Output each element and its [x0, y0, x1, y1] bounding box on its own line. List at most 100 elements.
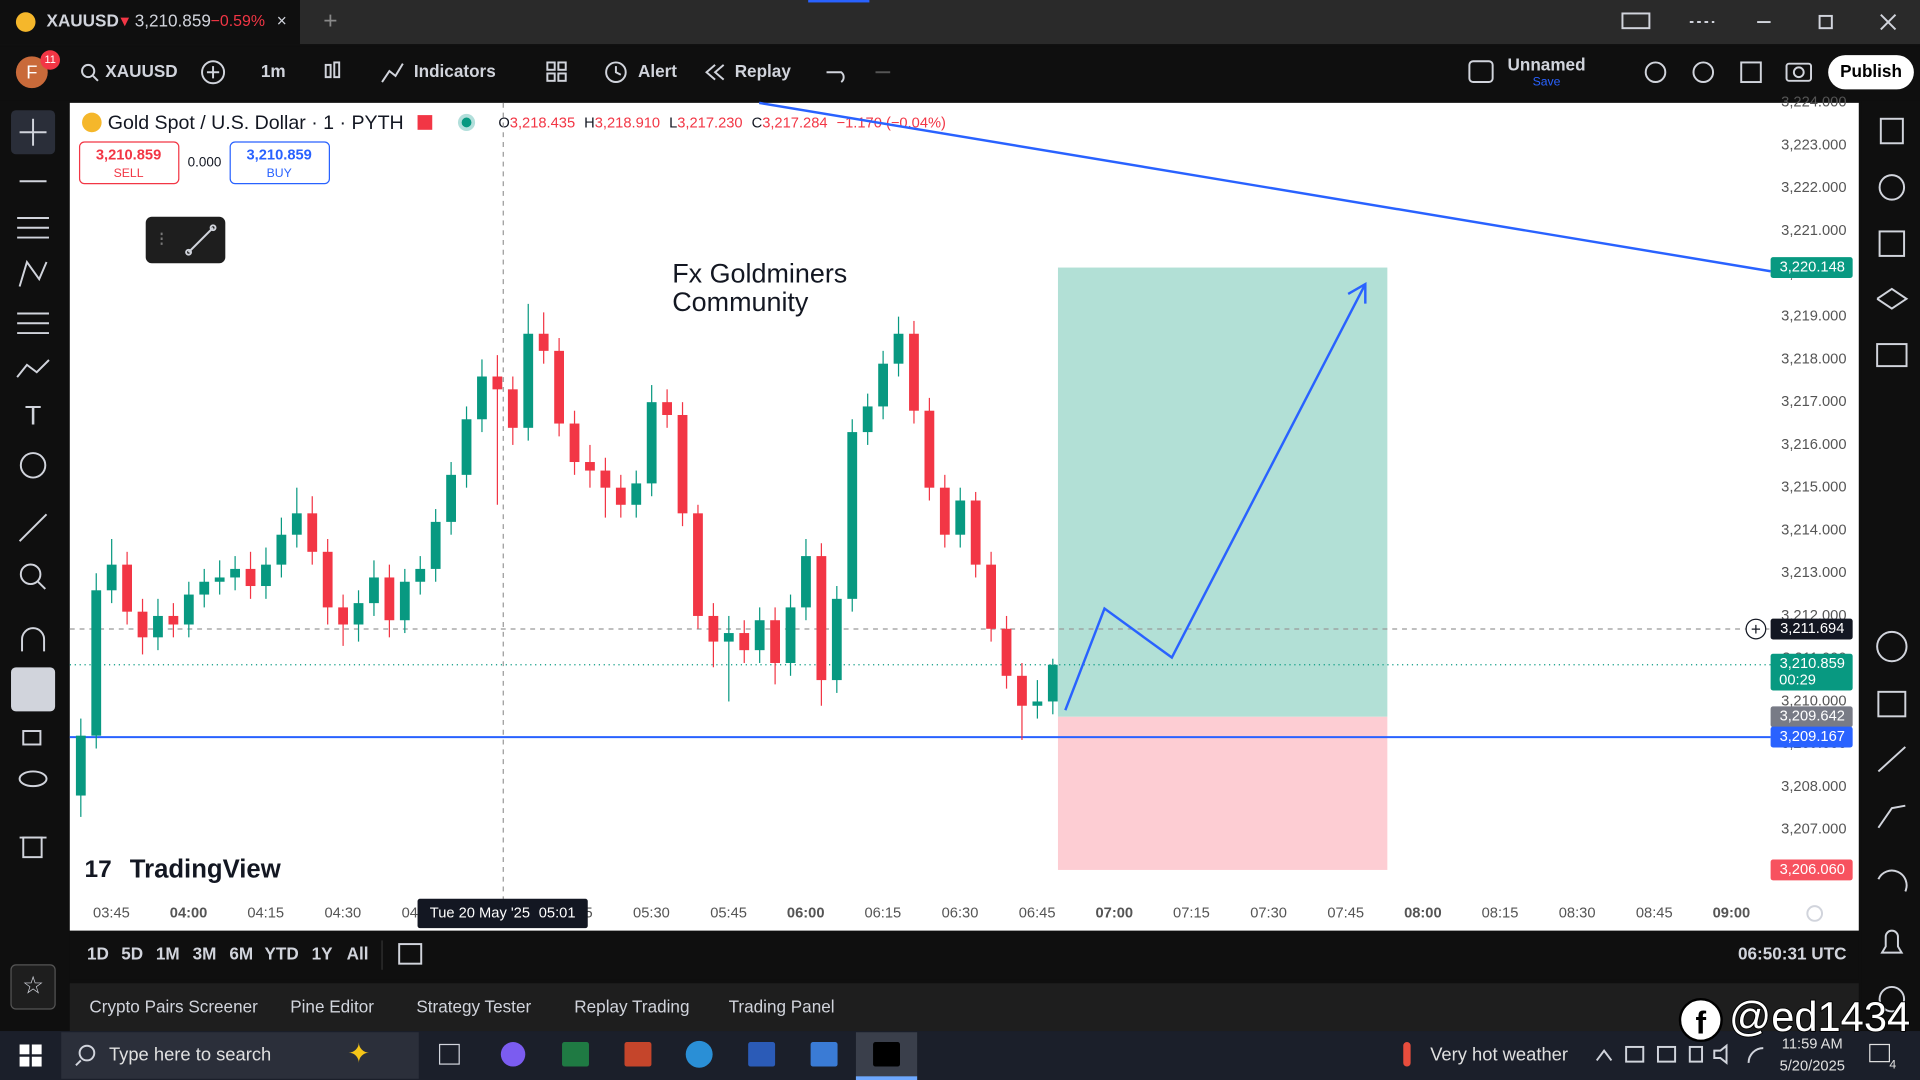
right-sidebar-icons-part[interactable]	[1878, 985, 1906, 1013]
templates-button-part[interactable]	[557, 61, 567, 71]
compare-button[interactable]	[201, 60, 226, 85]
drawing-tools-part[interactable]	[37, 580, 46, 590]
right-sidebar-icons-part[interactable]	[1877, 690, 1907, 718]
panel-tab[interactable]: Crypto Pairs Screener	[89, 996, 258, 1016]
layout-icon[interactable]	[1468, 60, 1494, 84]
avatar[interactable]	[15, 56, 48, 89]
replay-icon-part[interactable]	[705, 64, 716, 81]
taskbar-search[interactable]	[61, 1032, 419, 1079]
taskbar-apps-part[interactable]	[855, 1076, 918, 1080]
drawing-tools-part[interactable]	[22, 730, 42, 746]
replay-icon[interactable]	[705, 64, 725, 81]
weather-icon[interactable]	[1403, 1042, 1411, 1067]
drawing-toolbar-icons-part[interactable]	[187, 227, 214, 253]
taskbar-apps-part[interactable]	[810, 1042, 838, 1067]
search-icon-part[interactable]	[92, 75, 99, 82]
range-button[interactable]: 5D	[121, 944, 143, 964]
taskbar-apps-part[interactable]	[873, 1042, 900, 1067]
toolbar-right-icons-part[interactable]	[1792, 66, 1805, 79]
system-tray[interactable]	[1595, 1043, 1764, 1065]
toolbar-symbol[interactable]: XAUUSD	[105, 61, 177, 81]
drawing-tools-part[interactable]	[18, 513, 48, 542]
windows-logo[interactable]	[19, 1044, 42, 1067]
windows-logo-part[interactable]	[31, 1056, 42, 1067]
drawing-toolbar-icons[interactable]	[160, 224, 217, 256]
taskbar-apps-part[interactable]	[624, 1042, 652, 1067]
templates-button-part[interactable]	[546, 72, 556, 82]
taskbar-apps-part[interactable]	[438, 1043, 460, 1065]
right-sidebar-icons[interactable]	[1876, 117, 1909, 1013]
goto-date[interactable]	[398, 943, 423, 965]
chart-type-button[interactable]	[324, 61, 341, 79]
undo-redo[interactable]	[826, 71, 891, 83]
right-sidebar-icons-part[interactable]	[1880, 929, 1904, 954]
windows-logo-part[interactable]	[19, 1056, 30, 1067]
favorites-button[interactable]	[10, 964, 56, 1010]
templates-button-part[interactable]	[546, 61, 556, 71]
panel-tab[interactable]: Pine Editor	[290, 996, 374, 1016]
layout-name[interactable]: Unnamed	[1508, 55, 1586, 75]
alert-icon-part[interactable]	[614, 66, 622, 76]
right-sidebar-icons-part[interactable]	[1878, 230, 1906, 257]
right-sidebar-icons-part[interactable]	[1876, 343, 1908, 368]
window-controls-part[interactable]	[1818, 14, 1833, 30]
axis-settings[interactable]	[1806, 905, 1824, 922]
templates-button[interactable]	[546, 61, 567, 82]
weather[interactable]: Very hot weather	[1430, 1043, 1568, 1064]
drawing-tools-part[interactable]	[18, 770, 48, 788]
right-sidebar-icons-part[interactable]	[1876, 287, 1909, 310]
sell-button[interactable]	[78, 141, 180, 185]
templates-button-part[interactable]	[557, 72, 567, 82]
right-sidebar-icons-part[interactable]	[1877, 746, 1906, 773]
windows-logo-part[interactable]	[19, 1044, 30, 1055]
panel-tab[interactable]: Replay Trading	[574, 996, 689, 1016]
system-tray-part[interactable]	[1747, 1047, 1764, 1063]
range-button[interactable]: YTD	[265, 944, 299, 964]
taskbar-apps-part[interactable]	[562, 1042, 589, 1067]
drawing-tools-part[interactable]	[16, 359, 50, 378]
taskbar-apps-part[interactable]	[748, 1042, 776, 1067]
publish-button[interactable]	[1828, 55, 1914, 90]
taskbar-apps[interactable]	[438, 1032, 918, 1080]
right-sidebar-icons-part[interactable]	[1877, 869, 1908, 892]
taskbar-apps-part[interactable]	[685, 1040, 713, 1068]
drawing-tools-part[interactable]	[19, 452, 47, 479]
compare-button-part[interactable]	[201, 60, 226, 85]
system-tray-part[interactable]	[1595, 1048, 1613, 1061]
right-sidebar-icons-part[interactable]	[1879, 117, 1904, 145]
drawing-toolbar-icons-part[interactable]	[185, 248, 192, 256]
toolbar-right-icons-part[interactable]	[1692, 61, 1715, 84]
search-icon[interactable]	[81, 63, 99, 82]
drawing-tools-part[interactable]	[18, 259, 48, 287]
right-sidebar-icons-part[interactable]	[1878, 174, 1906, 201]
search-placeholder[interactable]: Type here to search	[109, 1043, 271, 1064]
window-controls[interactable]	[1621, 12, 1897, 31]
system-tray-part[interactable]	[1625, 1045, 1645, 1063]
action-center[interactable]	[1869, 1043, 1890, 1063]
panel-tab[interactable]: Strategy Tester	[416, 996, 531, 1016]
toolbar-right-icons-part[interactable]	[1785, 62, 1812, 82]
window-controls-part[interactable]	[1621, 12, 1651, 30]
system-tray-part[interactable]	[1656, 1045, 1677, 1063]
system-tray-part[interactable]	[1688, 1045, 1704, 1063]
indicators-icon-part[interactable]	[381, 63, 404, 83]
alert-button[interactable]: Alert	[638, 61, 677, 81]
alert-icon-part[interactable]	[605, 61, 627, 84]
toolbar-right-icons[interactable]	[1644, 61, 1812, 84]
replay-button[interactable]: Replay	[735, 61, 792, 81]
windows-logo-part[interactable]	[31, 1044, 42, 1055]
tab-close[interactable]: ×	[277, 11, 287, 31]
right-sidebar-icons-part[interactable]	[1876, 630, 1908, 663]
replay-icon-part[interactable]	[713, 64, 725, 81]
drawing-tools[interactable]	[16, 118, 50, 859]
text-tool[interactable]: T	[25, 401, 41, 431]
system-tray-part[interactable]	[1713, 1043, 1728, 1065]
new-tab[interactable]: +	[323, 8, 337, 35]
interval-button[interactable]: 1m	[261, 61, 286, 81]
crosshair-plus[interactable]	[1745, 618, 1767, 640]
panel-tab[interactable]: Trading Panel	[729, 996, 835, 1016]
undo-redo-part[interactable]	[826, 71, 845, 83]
drawing-toolbar-icons-part[interactable]	[209, 224, 217, 232]
drawing-tools-part[interactable]	[21, 627, 46, 652]
range-button[interactable]: 1D	[87, 944, 109, 964]
